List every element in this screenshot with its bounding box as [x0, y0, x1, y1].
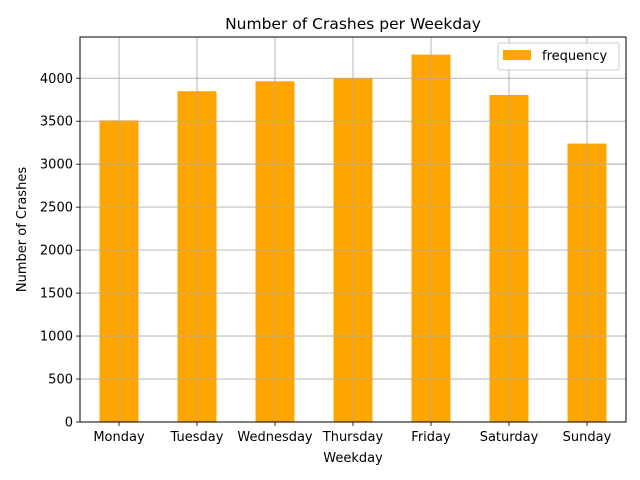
- x-tick-label: Monday: [93, 430, 145, 445]
- x-axis-title: Weekday: [323, 451, 383, 466]
- x-tick-label: Wednesday: [237, 430, 313, 445]
- y-tick-label: 2500: [40, 201, 73, 216]
- legend: frequency: [497, 42, 620, 71]
- x-tick-label: Friday: [411, 430, 451, 445]
- x-tick-label: Sunday: [563, 430, 612, 445]
- y-ticks: 0 500 1000 1500 2000 2500 3000 3500 4000: [40, 72, 80, 431]
- y-tick-label: 1000: [40, 330, 73, 345]
- y-tick-label: 500: [48, 373, 73, 388]
- x-tick-label: Tuesday: [170, 430, 224, 445]
- x-tick-label: Thursday: [322, 430, 384, 445]
- y-tick-label: 3500: [40, 115, 73, 130]
- chart-title: Number of Crashes per Weekday: [225, 15, 481, 33]
- y-tick-label: 4000: [40, 72, 73, 87]
- x-ticks: Monday Tuesday Wednesday Thursday Friday Satu…: [93, 422, 612, 445]
- y-tick-label: 2000: [40, 244, 73, 259]
- grid-overlay: [80, 37, 626, 423]
- y-tick-label: 3000: [40, 158, 73, 173]
- legend-box: [497, 42, 620, 71]
- x-tick-label: Saturday: [480, 430, 539, 445]
- legend-swatch: [503, 50, 531, 60]
- y-tick-label: 0: [65, 416, 73, 431]
- legend-label: frequency: [542, 49, 608, 64]
- y-axis-title: Number of Crashes: [15, 167, 30, 292]
- y-tick-label: 1500: [40, 287, 73, 302]
